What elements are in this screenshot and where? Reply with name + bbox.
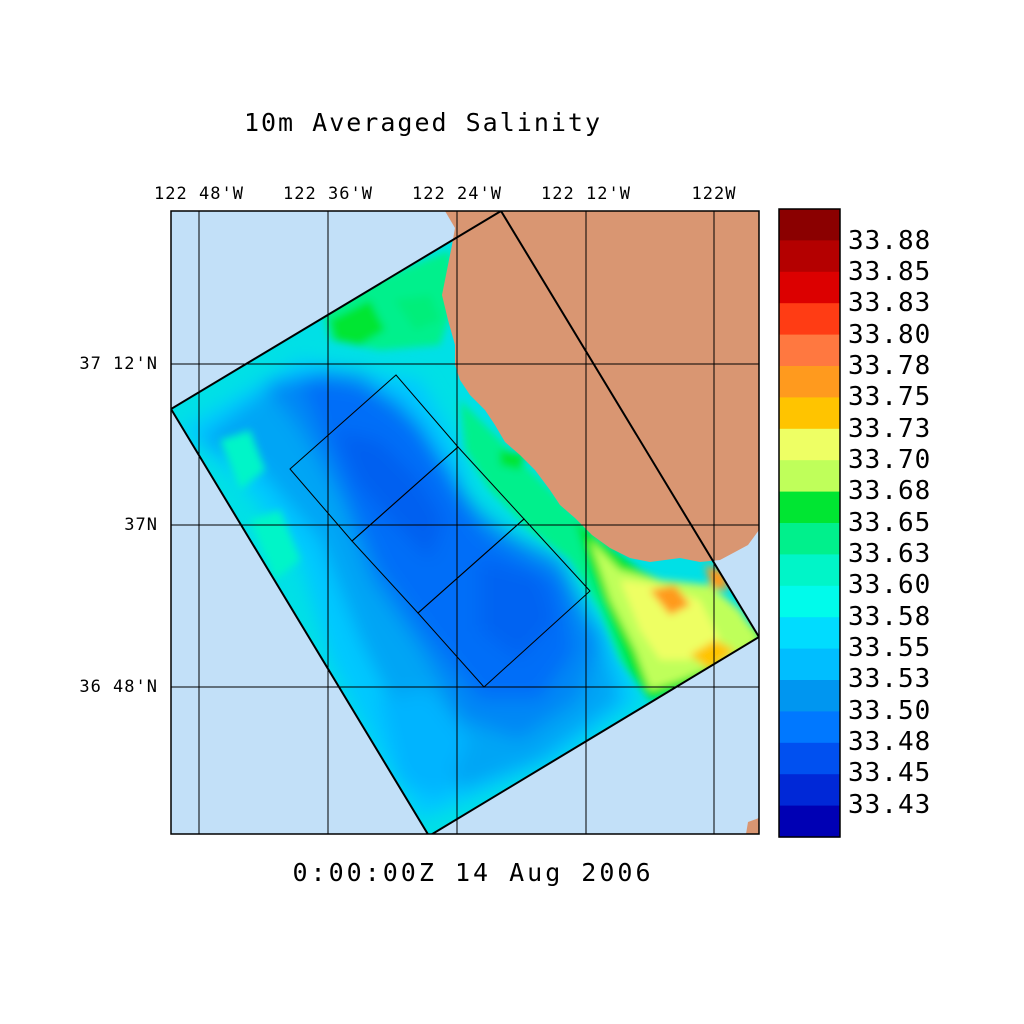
colorbar-swatch (779, 711, 840, 744)
lat-label-2: 37N (124, 515, 158, 535)
survey-boxes (289, 374, 591, 688)
colorbar-label-15: 33.53 (848, 664, 932, 694)
colorbar-swatch (779, 774, 840, 807)
colorbar-label-12: 33.60 (848, 570, 932, 600)
colorbar-swatch (779, 742, 840, 775)
colorbar-label-8: 33.70 (848, 445, 932, 475)
timestamp: 0:00:00Z 14 Aug 2006 (292, 858, 654, 887)
colorbar-label-13: 33.58 (848, 602, 932, 632)
colorbar-label-19: 33.43 (848, 790, 932, 820)
map-frame (170, 210, 760, 835)
colorbar-swatch (779, 240, 840, 273)
colorbar-label-3: 33.83 (848, 288, 932, 318)
colorbar-swatch (779, 585, 840, 618)
colorbar-swatch (779, 209, 840, 241)
lat-label-3: 36 48'N (79, 677, 158, 697)
colorbar-swatch (779, 460, 840, 493)
colorbar-swatch (779, 366, 840, 398)
lon-label-4: 122 12'W (541, 184, 631, 204)
lat-label-1: 37 12'N (79, 354, 158, 374)
colorbar-label-9: 33.68 (848, 476, 932, 506)
lon-label-2: 122 36'W (283, 184, 373, 204)
lon-label-1: 122 48'W (154, 184, 244, 204)
colorbar-swatch (779, 680, 840, 712)
lon-label-5: 122W (691, 184, 737, 204)
colorbar-label-6: 33.75 (848, 382, 932, 412)
colorbar-label-14: 33.55 (848, 633, 932, 663)
colorbar-swatch (779, 617, 840, 650)
colorbar-swatch (779, 554, 840, 587)
model-domain-outline (171, 211, 759, 834)
colorbar-label-11: 33.63 (848, 539, 932, 569)
colorbar-label-10: 33.65 (848, 508, 932, 538)
colorbar-swatch (779, 805, 840, 838)
land-coast (442, 211, 759, 562)
colorbar-label-7: 33.73 (848, 414, 932, 444)
lon-label-3: 122 24'W (412, 184, 502, 204)
colorbar-frame (778, 208, 841, 838)
colorbar-label-18: 33.45 (848, 758, 932, 788)
colorbar-swatch (779, 523, 840, 555)
colorbar-swatch (779, 271, 840, 304)
colorbar-label-2: 33.85 (848, 257, 932, 287)
colorbar-label-4: 33.80 (848, 320, 932, 350)
colorbar (779, 209, 840, 838)
colorbar-swatch (779, 334, 840, 367)
land-islet (746, 818, 759, 834)
colorbar-swatch (779, 303, 840, 336)
grid-lines (171, 211, 759, 834)
colorbar-label-5: 33.78 (848, 351, 932, 381)
colorbar-swatch (779, 491, 840, 524)
colorbar-swatch (779, 397, 840, 430)
colorbar-label-17: 33.48 (848, 727, 932, 757)
colorbar-swatch (779, 428, 840, 461)
colorbar-label-16: 33.50 (848, 696, 932, 726)
colorbar-swatch (779, 648, 840, 681)
colorbar-label-1: 33.88 (848, 226, 932, 256)
map-title: 10m Averaged Salinity (243, 108, 603, 137)
